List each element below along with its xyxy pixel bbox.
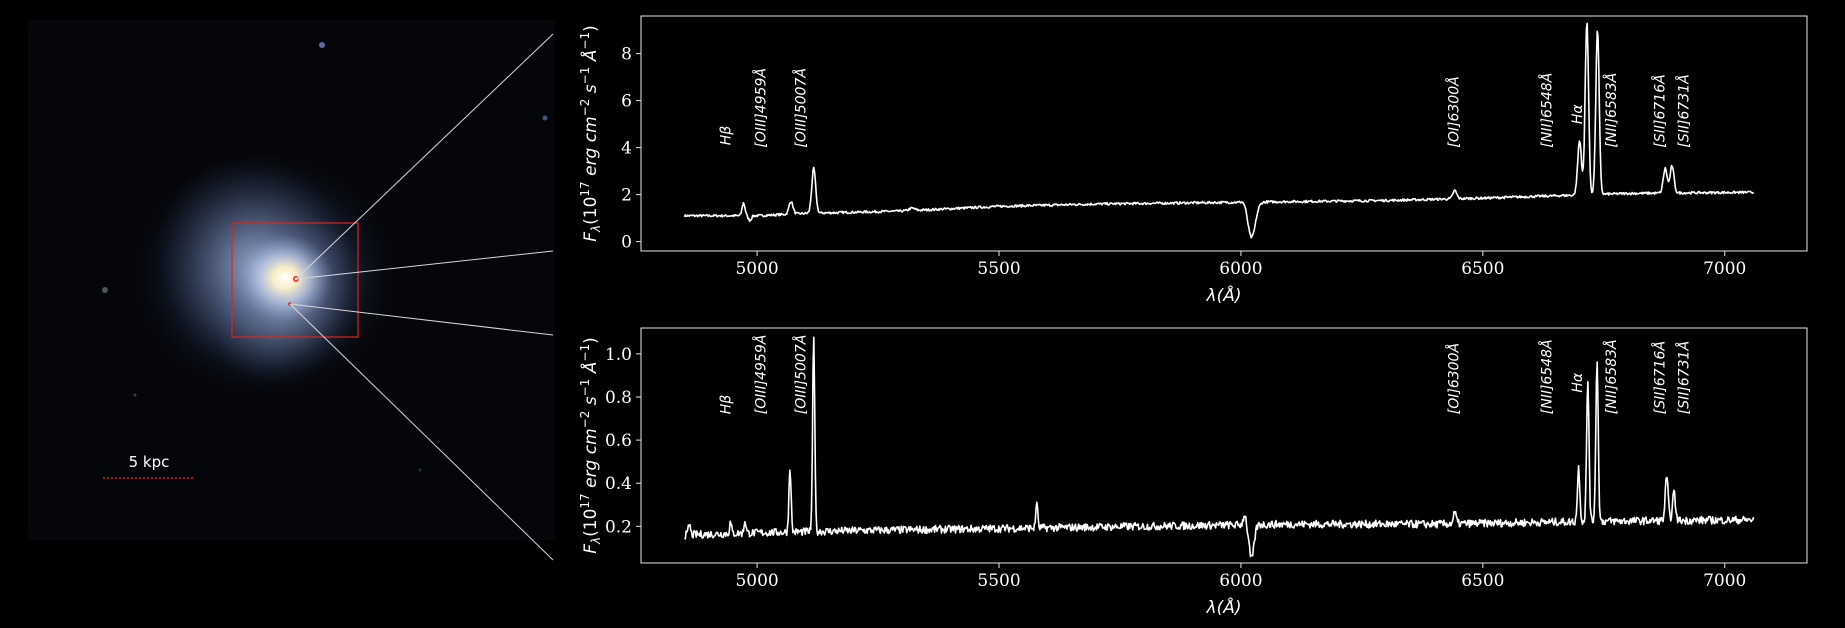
emission-line-label: [NII]6583Å bbox=[1603, 73, 1620, 148]
y-tick-label: 4 bbox=[621, 139, 632, 159]
star bbox=[102, 287, 108, 293]
connector-line bbox=[295, 250, 554, 280]
y-axis-label: Fλ(1017 erg cm−2 s−1 Å−1) bbox=[578, 337, 603, 553]
star bbox=[418, 468, 422, 472]
emission-line-label: [SII]6716Å bbox=[1651, 74, 1668, 147]
star bbox=[542, 115, 548, 121]
y-axis-label: Fλ(1017 erg cm−2 s−1 Å−1) bbox=[578, 25, 603, 241]
emission-line-label: Hβ bbox=[719, 126, 735, 146]
y-tick-label: 0.4 bbox=[605, 474, 632, 494]
spectrum-panel-2: 5000 5500 6000 6500 7000 0.2 0.4 0.6 0.8 1.0 λ(Å) F… bbox=[578, 327, 1808, 618]
spectrum-panel-1: 5000 5500 6000 6500 7000 0 2 4 6 8 λ(Å) Fλ(1017 erg… bbox=[578, 15, 1808, 306]
star bbox=[133, 393, 137, 397]
emission-line-label: [OIII]4959Å bbox=[752, 68, 769, 148]
x-axis-label: λ(Å) bbox=[1206, 284, 1242, 306]
x-tick-label: 7000 bbox=[1703, 571, 1746, 591]
connector-line bbox=[289, 303, 554, 336]
emission-line-label: [NII]6548Å bbox=[1539, 339, 1556, 414]
plot-frame bbox=[640, 327, 1808, 564]
emission-line-label: [NII]6583Å bbox=[1603, 339, 1620, 414]
x-axis-label: λ(Å) bbox=[1206, 596, 1242, 618]
emission-line-label: [OI]6300Å bbox=[1446, 343, 1463, 414]
spectra: 5000 5500 6000 6500 7000 0 2 4 6 8 λ(Å) Fλ(1017 erg… bbox=[578, 15, 1808, 618]
connector-lines bbox=[289, 33, 554, 561]
connector-line bbox=[289, 303, 554, 561]
connector-line bbox=[295, 33, 554, 280]
emission-line-label: [OIII]5007Å bbox=[792, 68, 809, 148]
emission-line-label: [SII]6731Å bbox=[1675, 74, 1692, 147]
y-tick-label: 0 bbox=[621, 233, 632, 253]
y-tick-label: 0.8 bbox=[605, 388, 632, 408]
zoom-box bbox=[231, 222, 359, 338]
y-tick-label: 6 bbox=[621, 92, 632, 112]
emission-line-label: Hα bbox=[1570, 104, 1586, 125]
emission-line-label: Hβ bbox=[719, 395, 735, 415]
x-tick-label: 6500 bbox=[1461, 259, 1504, 279]
galaxy-image: 5 kpc bbox=[28, 20, 555, 540]
x-tick-label: 6000 bbox=[1219, 571, 1262, 591]
emission-line-label: Hα bbox=[1570, 372, 1586, 393]
emission-line-label: [SII]6716Å bbox=[1651, 341, 1668, 414]
spectrum-line bbox=[683, 22, 1755, 239]
plot-frame bbox=[640, 15, 1808, 252]
star bbox=[319, 42, 325, 48]
x-tick-label: 5000 bbox=[735, 259, 778, 279]
y-tick-label: 2 bbox=[621, 186, 632, 206]
x-tick-label: 6000 bbox=[1219, 259, 1262, 279]
galaxy-core bbox=[237, 234, 333, 322]
spectrum-line bbox=[684, 336, 1755, 558]
y-tick-label: 1.0 bbox=[605, 345, 632, 365]
x-tick-label: 7000 bbox=[1703, 259, 1746, 279]
y-tick-label: 0.6 bbox=[605, 431, 632, 451]
x-tick-label: 5500 bbox=[977, 259, 1020, 279]
emission-line-label: [OI]6300Å bbox=[1446, 76, 1463, 147]
x-tick-label: 5000 bbox=[735, 571, 778, 591]
emission-line-label: [NII]6548Å bbox=[1539, 73, 1556, 148]
emission-line-label: [OIII]5007Å bbox=[792, 335, 809, 415]
x-tick-label: 5500 bbox=[977, 571, 1020, 591]
y-tick-label: 0.2 bbox=[605, 517, 632, 537]
emission-line-label: [OIII]4959Å bbox=[752, 335, 769, 415]
y-tick-label: 8 bbox=[621, 45, 632, 65]
x-tick-label: 6500 bbox=[1461, 571, 1504, 591]
scale-bar-label: 5 kpc bbox=[129, 453, 170, 471]
emission-line-label: [SII]6731Å bbox=[1675, 341, 1692, 414]
